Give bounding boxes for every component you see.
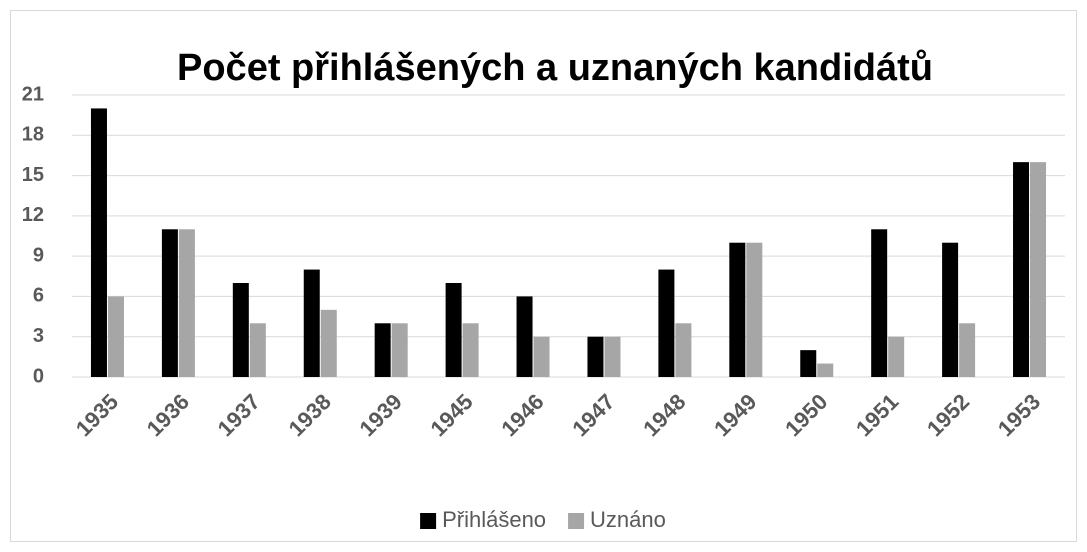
bar xyxy=(320,309,337,377)
bar xyxy=(303,269,320,377)
bar xyxy=(746,242,763,377)
bar xyxy=(445,283,462,377)
bar xyxy=(942,242,959,377)
y-tick-label: 12 xyxy=(22,204,44,226)
legend-label: Přihlášeno xyxy=(442,507,546,532)
bar xyxy=(516,296,533,377)
bar xyxy=(675,323,692,377)
y-tick-label: 3 xyxy=(33,325,44,347)
bar xyxy=(604,336,621,377)
bar xyxy=(249,323,266,377)
bar xyxy=(800,350,817,377)
bar xyxy=(533,336,550,377)
bar xyxy=(888,336,905,377)
bar xyxy=(462,323,479,377)
bar xyxy=(90,108,107,377)
bar xyxy=(374,323,391,377)
y-tick-label: 18 xyxy=(22,124,44,146)
bar xyxy=(1030,162,1047,377)
bar xyxy=(161,229,178,377)
bar xyxy=(1013,162,1030,377)
chart-title: Počet přihlášených a uznaných kandidátů xyxy=(177,47,933,89)
bar xyxy=(178,229,195,377)
legend-swatch xyxy=(568,513,585,529)
bar xyxy=(658,269,675,377)
y-tick-label: 21 xyxy=(22,83,44,105)
bar xyxy=(107,296,124,377)
bar xyxy=(587,336,604,377)
y-tick-label: 9 xyxy=(33,244,44,266)
bar xyxy=(391,323,408,377)
bar xyxy=(817,363,834,377)
legend-label: Uznáno xyxy=(590,507,666,532)
legend-swatch xyxy=(420,513,437,529)
bar xyxy=(729,242,746,377)
bar xyxy=(232,283,249,377)
bar xyxy=(959,323,976,377)
y-tick-label: 15 xyxy=(22,164,44,186)
y-tick-label: 6 xyxy=(33,285,44,307)
bar xyxy=(871,229,888,377)
y-tick-label: 0 xyxy=(33,365,44,387)
